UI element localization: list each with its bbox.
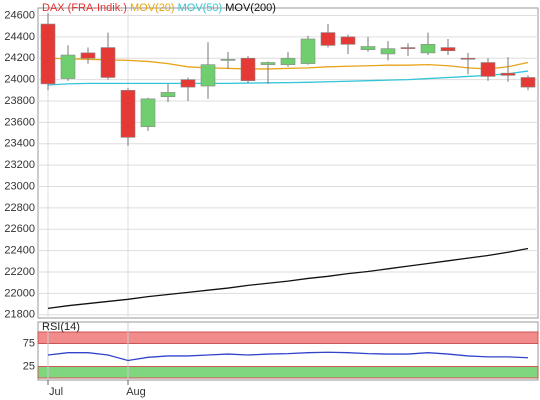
legend-entry: DAX (FRA-Indik.): [42, 2, 127, 14]
moving-average: [47, 70, 529, 86]
moving-average: [47, 247, 529, 310]
candle-body: [200, 64, 216, 87]
x-tick-label: Jul: [49, 386, 63, 398]
candle-body: [480, 62, 496, 77]
rsi-zone: [37, 331, 539, 344]
candle-body: [120, 90, 136, 138]
candle-body: [280, 57, 296, 65]
y-tick-label: 22800: [4, 202, 35, 214]
candle-body: [420, 44, 436, 54]
y-tick-label: 75: [23, 337, 35, 349]
candle-body: [440, 47, 456, 52]
y-tick-label: 24600: [4, 9, 35, 21]
y-tick-label: 23800: [4, 95, 35, 107]
y-tick-label: 21800: [4, 309, 35, 321]
candle-body: [60, 54, 76, 79]
candle-body: [460, 57, 476, 60]
candle-body: [160, 92, 176, 98]
rsi-label: RSI(14): [42, 321, 80, 333]
y-tick-label: 23200: [4, 159, 35, 171]
moving-average: [47, 57, 529, 70]
candle-body: [100, 47, 116, 78]
candle-body: [520, 77, 536, 88]
rsi-line: [47, 351, 529, 362]
legend: DAX (FRA-Indik.) MOV(20) MOV(50) MOV(200): [42, 2, 279, 14]
candle-body: [380, 48, 396, 55]
candle-body: [240, 57, 256, 81]
y-tick-label: 23000: [4, 180, 35, 192]
candle-body: [260, 62, 276, 65]
candle-body: [40, 23, 56, 85]
y-tick-label: 24400: [4, 31, 35, 43]
legend-entry: MOV(200): [225, 2, 276, 14]
y-tick-label: 24200: [4, 52, 35, 64]
candle-body: [80, 52, 96, 59]
candle-body: [500, 72, 516, 76]
rsi-zone: [37, 366, 539, 379]
candle-body: [140, 98, 156, 127]
legend-entry: MOV(50): [177, 2, 223, 14]
legend-entry: MOV(20): [129, 2, 175, 14]
candle-body: [300, 38, 316, 64]
candle-body: [180, 79, 196, 88]
candle-body: [360, 46, 376, 50]
y-tick-label: 22600: [4, 223, 35, 235]
candle-body: [340, 36, 356, 45]
y-tick-label: 23400: [4, 138, 35, 150]
candle-body: [400, 47, 416, 49]
candle-body: [320, 32, 336, 46]
y-tick-label: 25: [23, 360, 35, 372]
y-tick-label: 24000: [4, 74, 35, 86]
y-tick-label: 22400: [4, 245, 35, 257]
y-tick-label: 22000: [4, 287, 35, 299]
y-tick-label: 22200: [4, 266, 35, 278]
y-tick-label: 23600: [4, 116, 35, 128]
x-tick-label: Aug: [126, 386, 146, 398]
candle-body: [220, 59, 236, 61]
